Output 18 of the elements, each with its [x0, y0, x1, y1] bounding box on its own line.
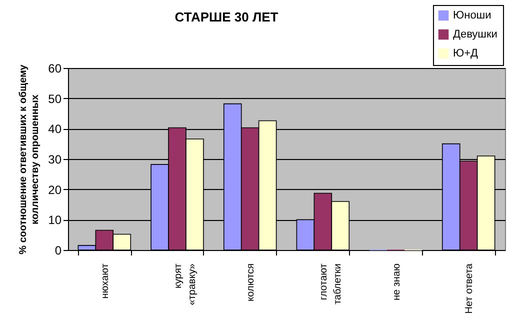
x-tick-label: курят «травку» [172, 263, 198, 306]
y-tick-label: 0 [54, 244, 62, 258]
y-tick-label: 30 [48, 152, 62, 166]
y-axis-title: % соотношение ответивших к общему колличеству опрошенных [18, 64, 42, 254]
x-tick-label: глотают таблетки [318, 263, 344, 304]
y-tick-label: 10 [48, 213, 62, 228]
y-tick-label: 60 [48, 62, 62, 76]
chart-title: СТАРШЕ 30 ЛЕТ [174, 10, 278, 24]
legend-label: Девушки [453, 28, 498, 40]
x-tick-label: нюхают [100, 263, 111, 299]
legend-label: Ю+Д [453, 48, 479, 60]
x-tick-label: колются [246, 264, 257, 302]
y-tick-label: 40 [48, 122, 62, 136]
y-tick-label: 50 [48, 92, 62, 106]
x-tick-label: не знаю [391, 263, 402, 301]
y-tick-label: 20 [48, 182, 62, 197]
legend-label: Юноши [453, 10, 492, 22]
x-tick-label: Нет ответа [464, 263, 476, 314]
